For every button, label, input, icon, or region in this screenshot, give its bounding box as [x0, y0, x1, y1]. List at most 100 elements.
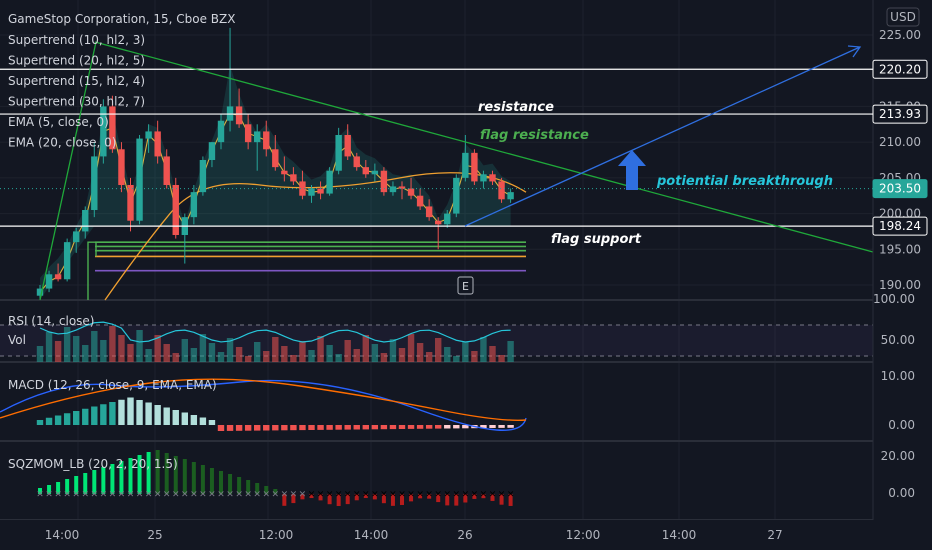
volume-bar [425, 352, 433, 362]
macd-histogram-bar [127, 397, 134, 425]
volume-bar [45, 332, 53, 362]
price-tag-label: 213.93 [879, 107, 921, 121]
squeeze-dot: ✕ [326, 490, 334, 500]
indicator-legend-item: Supertrend (10, hl2, 3) [8, 33, 145, 47]
squeeze-dot: ✕ [199, 490, 207, 500]
volume-bar [480, 337, 487, 362]
sqzmom-bar [74, 476, 79, 494]
candle [145, 124, 152, 153]
sub-pane-tick-label: 100.00 [873, 292, 915, 306]
volume-bar [389, 339, 397, 362]
macd-histogram-bar [54, 415, 62, 425]
volume-bar [109, 326, 116, 362]
sqzmom-bar [128, 458, 133, 494]
candle-body [290, 174, 297, 182]
macd-histogram-bar [217, 425, 225, 431]
macd-label: MACD (12, 26, close, 9, EMA, EMA) [8, 378, 217, 392]
volume-bar [471, 351, 478, 362]
resistance-annotation: resistance [478, 100, 554, 115]
volume-bar [272, 337, 279, 362]
squeeze-dot: ✕ [453, 490, 461, 500]
squeeze-dot: ✕ [100, 490, 108, 500]
volume-bar [353, 349, 360, 362]
candle-body [91, 156, 98, 210]
sqzmom-bar [327, 494, 332, 505]
candle-body [380, 170, 388, 193]
indicator-legend[interactable]: Supertrend (10, hl2, 3) Supertrend (20, h… [8, 33, 145, 150]
trend-lines[interactable] [39, 41, 874, 301]
candles[interactable] [36, 27, 514, 300]
macd-histogram-bar [425, 425, 433, 429]
ema-20-line [104, 172, 527, 301]
price-axis[interactable]: USD 225.00215.00210.00205.00200.00195.00… [872, 0, 932, 520]
time-axis[interactable]: 14:00 25 12:00 14:00 26 12:00 14:00 27 [0, 520, 932, 550]
candle-body [353, 156, 360, 168]
flag-resistance-line [94, 41, 874, 253]
volume-bar [100, 340, 107, 362]
candle [290, 167, 297, 185]
volume-bar [244, 356, 252, 362]
squeeze-dot: ✕ [163, 490, 171, 500]
time-tick-label: 25 [147, 528, 162, 542]
volume-bar [416, 343, 424, 362]
candle [254, 124, 261, 171]
candle-body [281, 170, 288, 175]
candle [308, 185, 315, 203]
volume-bar [136, 330, 143, 362]
sqzmom-bar [309, 494, 314, 499]
volume-bar [226, 338, 234, 362]
macd-histogram-bar [326, 425, 333, 430]
squeeze-dot: ✕ [498, 490, 506, 500]
volume-bar [263, 351, 270, 362]
volume-bar [208, 343, 216, 362]
signal-line [0, 378, 527, 421]
candle-body [435, 220, 442, 225]
currency-badge[interactable] [886, 7, 920, 27]
volume-bar [344, 340, 351, 362]
squeeze-dot: ✕ [127, 490, 135, 500]
candle [63, 238, 71, 282]
squeeze-dot: ✕ [299, 490, 307, 500]
macd-histogram-bar [100, 404, 107, 425]
volume-bar [489, 346, 496, 362]
sqzmom-bar [119, 461, 124, 494]
candle [498, 177, 505, 203]
squeeze-dot: ✕ [344, 490, 352, 500]
squeeze-dot: ✕ [489, 490, 497, 500]
sqzmom-bar [282, 494, 287, 506]
time-tick-label: 14:00 [662, 528, 697, 542]
candle [462, 135, 469, 182]
candle-body [109, 106, 116, 150]
sqzmom-bar [499, 494, 504, 505]
candle [344, 124, 351, 160]
sqzmom-bar [182, 459, 187, 494]
candle-body [362, 167, 369, 175]
squeeze-dot: ✕ [353, 490, 361, 500]
volume-bar [498, 355, 505, 362]
volume-bar [163, 344, 170, 362]
sqzmom-bar [390, 494, 395, 506]
sqzmom-bar [255, 483, 260, 494]
candle-body [54, 274, 62, 280]
candle-body [444, 213, 451, 225]
price-tick-label: 210.00 [879, 135, 921, 149]
sqzmom-bar [372, 494, 377, 500]
candle [335, 127, 342, 175]
candle [263, 120, 270, 157]
candle-body [498, 181, 505, 200]
indicator-legend-item: Supertrend (15, hl2, 4) [8, 74, 145, 88]
horizontal-levels[interactable] [0, 68, 873, 227]
macd-histogram-bar [317, 425, 324, 430]
candle-body [389, 186, 397, 193]
price-tag-box [872, 179, 928, 199]
candle-body [462, 152, 469, 178]
squeeze-dot: ✕ [244, 490, 252, 500]
time-tick-label: 14:00 [354, 528, 389, 542]
volume-bar [254, 342, 261, 362]
earnings-marker[interactable]: E [457, 276, 474, 295]
candle [190, 185, 198, 225]
macd-histogram-bar [371, 425, 379, 430]
volume-bar [308, 350, 315, 362]
candle-body [172, 185, 179, 235]
